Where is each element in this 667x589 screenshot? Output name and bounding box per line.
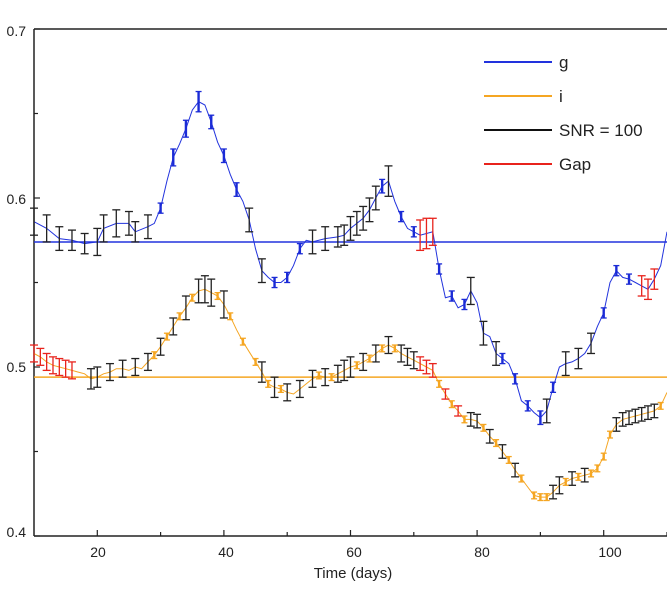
legend-label-snr: SNR = 100 — [559, 121, 643, 140]
plot-area — [30, 28, 667, 537]
legend-label-g: g — [559, 53, 568, 72]
x-axis-title: Time (days) — [314, 565, 393, 582]
x-tick-label-4: 100 — [598, 544, 622, 560]
y-tick-label-0: 0.4 — [7, 524, 27, 540]
x-tick-label-0: 20 — [90, 544, 106, 560]
y-tick-label-3: 0.7 — [7, 23, 27, 39]
legend-label-gap: Gap — [559, 155, 591, 174]
x-tick-label-2: 60 — [346, 544, 362, 560]
y-tick-label-1: 0.5 — [7, 359, 27, 375]
series-line-i — [33, 288, 667, 498]
y-tick-label-2: 0.6 — [7, 191, 27, 207]
legend-label-i: i — [559, 87, 563, 106]
x-tick-label-3: 80 — [474, 544, 490, 560]
y-tick-labels: 0.4 0.5 0.6 0.7 — [7, 23, 27, 540]
x-tick-labels: 20 40 60 80 100 — [90, 544, 622, 560]
x-tick-label-1: 40 — [218, 544, 234, 560]
legend: g i SNR = 100 Gap — [484, 53, 643, 174]
